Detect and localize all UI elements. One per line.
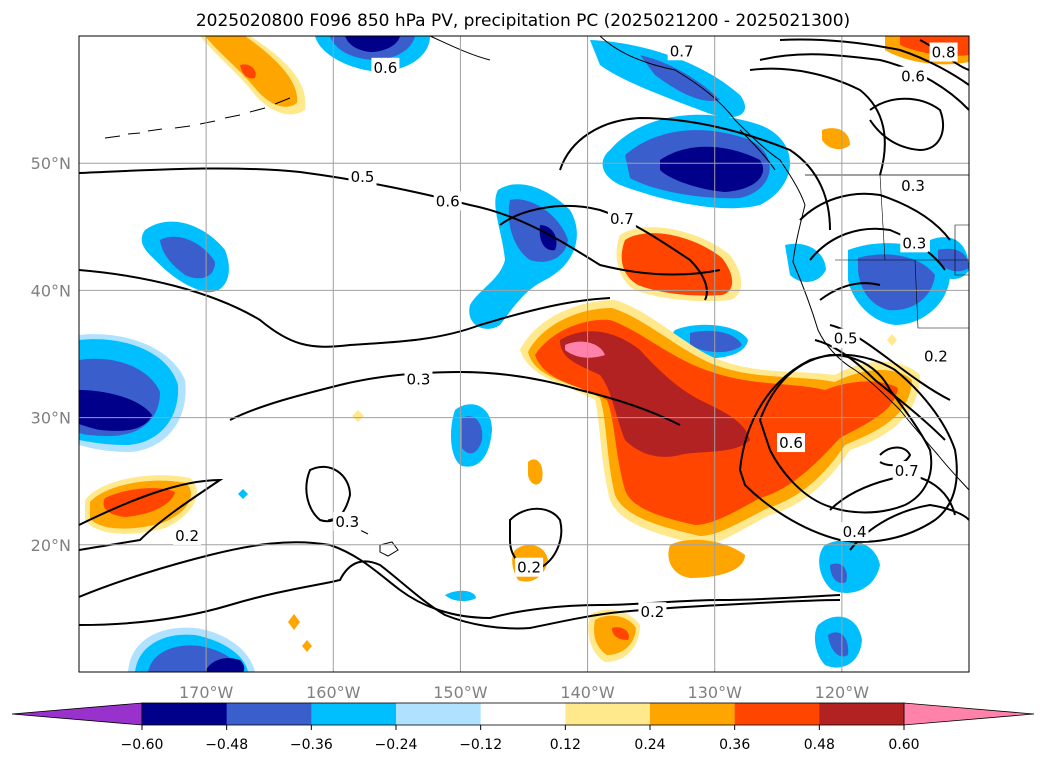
colorbar-bin (734, 703, 820, 725)
contour-label-bg (607, 209, 636, 229)
colorbar-extend-low (11, 702, 143, 726)
lon-tick-label: 150°W (433, 683, 488, 702)
blue-area-west (79, 334, 186, 452)
contour-label: 0.2 (924, 348, 948, 366)
lon-tick-label: 130°W (688, 683, 743, 702)
contour-label-bg (840, 522, 869, 542)
contour-label: 0.6 (779, 434, 803, 452)
lon-tick-label: 120°W (815, 683, 870, 702)
contour-label: 0.2 (640, 603, 664, 621)
contour-label-bg (892, 461, 921, 481)
colorbar-tick-label: 0.60 (888, 737, 919, 753)
blue-area-west-coast (785, 237, 969, 325)
map-panel: 0.5 0.6 0.7 0.3 0.3 0.2 0.2 0.2 0.6 0.4 0.5 0.7 0.2 0… (78, 35, 970, 673)
contour-label: 0.6 (373, 59, 397, 77)
contour-label-bg (831, 328, 860, 348)
contour-label: 0.6 (436, 192, 460, 210)
contour-label-bg (929, 42, 958, 62)
contour-label-bg (433, 191, 462, 211)
blue-area-southeast (814, 540, 880, 668)
contour-label: 0.2 (175, 527, 199, 545)
colorbar-bin (819, 703, 905, 725)
precip-shading (79, 36, 969, 672)
colorbar-bin (650, 703, 736, 725)
contour-label-bg (921, 346, 950, 366)
contour-label: 0.8 (932, 44, 956, 62)
contour-label-bg (515, 557, 544, 577)
blue-area-gulf-of-alaska (590, 40, 790, 209)
contour-label-bg (777, 433, 805, 453)
contour-label: 0.2 (517, 559, 541, 577)
colorbar-tick-label: 0.12 (550, 737, 581, 753)
contour-label: 0.4 (843, 523, 867, 541)
contour-label-bg (404, 369, 433, 389)
colorbar-tick-label: −0.48 (205, 737, 248, 753)
lat-tick-label: 30°N (31, 409, 71, 428)
contour-label-bg (173, 525, 202, 545)
contour-label: 0.3 (335, 513, 359, 531)
colorbar-bin (142, 703, 228, 725)
blue-area-north (315, 36, 430, 72)
colorbar-tick-label: 0.48 (804, 737, 835, 753)
colorbar-bin (480, 703, 566, 725)
colorbar-frame (141, 702, 905, 726)
lon-tick-label: 160°W (306, 683, 361, 702)
colorbar-tick-label: −0.12 (459, 737, 502, 753)
lon-tick-labels: 170°W 160°W 150°W 140°W 130°W 120°W (179, 683, 869, 702)
lat-tick-labels: 20°N 30°N 40°N 50°N (31, 154, 71, 555)
gridlines (79, 36, 969, 672)
contour-label-bg (333, 511, 362, 531)
small-spot (887, 334, 897, 346)
map-frame (78, 35, 970, 673)
contour-label: 0.3 (407, 370, 431, 388)
contour-labels: 0.5 0.6 0.7 0.3 0.3 0.2 0.2 0.2 0.6 0.4 0.5 0.7 0.2 0… (173, 41, 958, 622)
contour-label: 0.7 (610, 210, 634, 228)
positive-precip-band (512, 128, 920, 662)
lat-tick-label: 40°N (31, 281, 71, 300)
contour-label-bg (371, 57, 400, 77)
contour-label-bg (899, 176, 928, 196)
contour-label: 0.3 (902, 234, 926, 252)
small-spot (352, 410, 364, 422)
small-spot (238, 489, 248, 499)
lat-tick-label: 50°N (31, 154, 71, 173)
colorbar-bin (311, 703, 397, 725)
small-spot (302, 640, 312, 652)
contour-label-bg (638, 602, 667, 622)
figure-title: 2025020800 F096 850 hPa PV, precipitatio… (196, 11, 850, 31)
colorbar-tick-label: −0.24 (375, 737, 418, 753)
colorbar-bin (396, 703, 482, 725)
contour-label: 0.6 (901, 68, 925, 86)
lat-tick-label: 20°N (31, 536, 71, 555)
colorbar-tick-label: −0.60 (121, 737, 164, 753)
colorbar-bin (226, 703, 312, 725)
contour-label: 0.5 (351, 168, 375, 186)
contour-label: 0.7 (670, 42, 694, 60)
contour-label: 0.5 (834, 330, 858, 348)
small-spot (288, 614, 300, 630)
colorbar-tick-label: −0.36 (290, 737, 333, 753)
positive-precip-northwest (200, 36, 306, 115)
lon-tick-label: 140°W (560, 683, 615, 702)
colorbar-bin (565, 703, 651, 725)
contour-label-bg (348, 167, 377, 187)
lon-tick-label: 170°W (179, 683, 234, 702)
contour-label: 0.3 (901, 177, 925, 195)
contour-label-bg (899, 66, 928, 86)
colorbar-tick-label: 0.24 (634, 737, 665, 753)
blue-area-south (128, 627, 255, 672)
contour-label: 0.7 (895, 462, 919, 480)
contour-label-bg (667, 41, 696, 61)
colorbar-extend-high (903, 702, 1035, 726)
colorbar: −0.60 −0.48 −0.36 −0.24 −0.12 0.12 0.24 0.36 0.4… (11, 702, 1035, 753)
colorbar-tick-label: 0.36 (719, 737, 750, 753)
contour-label-bg (900, 233, 929, 253)
